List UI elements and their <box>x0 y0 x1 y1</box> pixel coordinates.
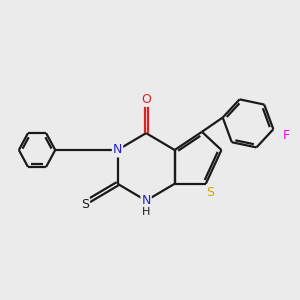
Text: S: S <box>206 186 214 199</box>
Text: O: O <box>141 93 151 106</box>
Text: N: N <box>113 143 122 157</box>
Text: H: H <box>142 207 150 217</box>
Text: S: S <box>81 198 89 211</box>
Text: N: N <box>141 194 151 207</box>
Text: F: F <box>282 129 290 142</box>
